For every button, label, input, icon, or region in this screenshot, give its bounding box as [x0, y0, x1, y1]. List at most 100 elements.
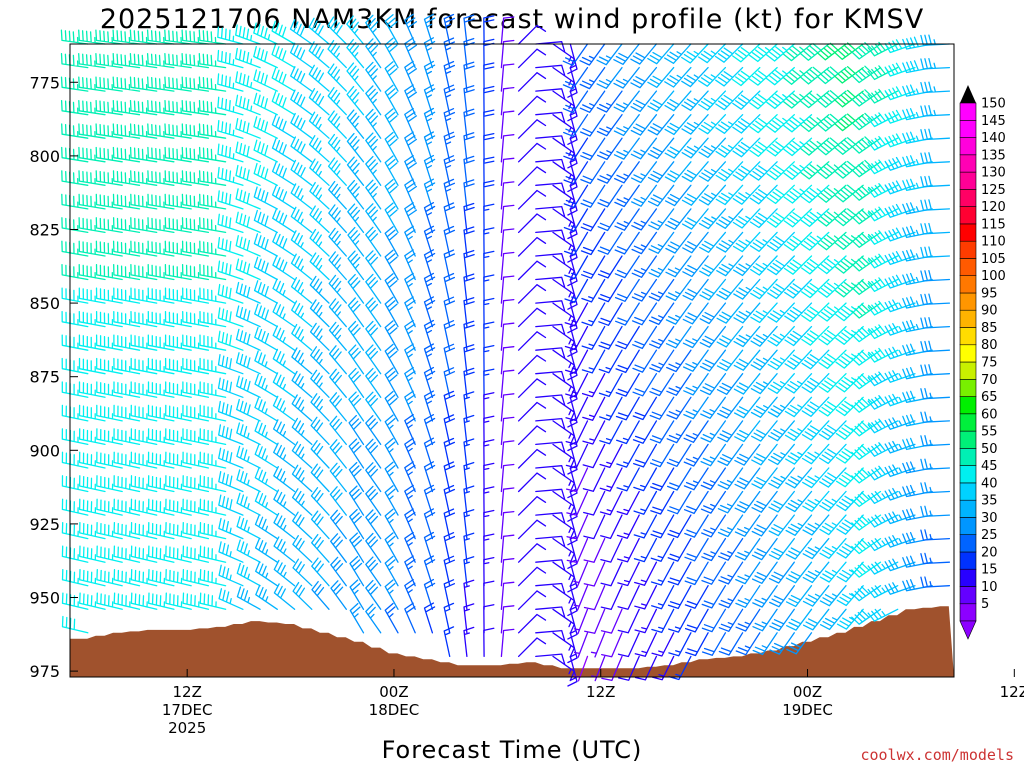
wind-barb — [682, 325, 709, 349]
wind-barb — [309, 252, 330, 281]
wind-barb — [254, 514, 278, 540]
wind-barb — [683, 396, 709, 420]
wind-barb — [784, 420, 813, 442]
wind-barb — [423, 390, 436, 422]
wind-barb — [818, 396, 847, 417]
wind-barb — [384, 485, 399, 516]
wind-barb — [443, 178, 456, 210]
wind-barb — [147, 568, 175, 587]
wind-barb — [616, 514, 640, 539]
wind-barb — [463, 461, 475, 493]
wind-barb — [920, 128, 951, 141]
wind-barb — [902, 390, 933, 403]
wind-barb — [616, 490, 640, 516]
wind-barb — [583, 561, 606, 587]
wind-barb — [349, 579, 365, 610]
wind-barb — [96, 428, 123, 446]
wind-barb — [273, 512, 296, 540]
wind-barb — [817, 137, 847, 156]
wind-barb — [783, 114, 813, 133]
wind-barb — [164, 287, 192, 304]
wind-barb — [384, 14, 399, 45]
wind-barb — [581, 349, 606, 374]
wind-barb — [443, 84, 456, 116]
wind-barb — [217, 190, 244, 210]
wind-barb — [181, 217, 210, 234]
wind-barb — [463, 485, 475, 516]
wind-barb — [801, 396, 830, 417]
wind-barb — [565, 396, 589, 422]
wind-barb — [236, 375, 261, 398]
wind-barb — [818, 349, 847, 370]
wind-barb — [667, 561, 692, 586]
wind-barb — [384, 367, 399, 398]
wind-barb — [272, 348, 296, 375]
wind-barb — [423, 178, 436, 210]
wind-barb — [328, 321, 347, 351]
wind-barb — [731, 43, 761, 63]
wind-barb — [767, 396, 795, 418]
wind-barb — [384, 84, 399, 116]
wind-barb — [801, 302, 830, 322]
wind-barb — [884, 511, 916, 525]
wind-barb — [182, 428, 210, 446]
wind-barb — [423, 366, 436, 398]
wind-barb — [884, 180, 916, 195]
wind-barb — [650, 537, 675, 562]
wind-barb — [920, 105, 951, 117]
wind-barb — [165, 568, 192, 587]
wind-barb — [146, 29, 175, 45]
colorbar-swatch — [959, 309, 977, 328]
colorbar-swatch — [959, 465, 977, 484]
wind-barb — [235, 47, 261, 69]
wind-barb — [384, 320, 399, 351]
wind-barb — [147, 334, 175, 351]
wind-barb — [698, 114, 727, 135]
wind-barb — [801, 443, 830, 465]
wind-barb — [800, 231, 830, 251]
wind-barb — [404, 37, 418, 69]
wind-barb — [112, 217, 141, 234]
wind-barb — [384, 343, 399, 375]
wind-barb — [272, 395, 296, 422]
wind-barb — [851, 159, 882, 178]
colorbar-label: 75 — [981, 356, 998, 371]
wind-barb — [800, 255, 830, 275]
wind-barb — [384, 555, 399, 587]
wind-barb — [766, 184, 795, 205]
wind-barb — [552, 349, 575, 376]
wind-barb — [423, 84, 436, 116]
wind-barb — [483, 368, 495, 398]
wind-barb — [819, 585, 847, 607]
wind-barb — [785, 561, 813, 584]
terrain-layer — [70, 606, 954, 677]
wind-barb — [423, 437, 436, 469]
wind-barb — [147, 193, 175, 210]
wind-barb — [616, 420, 640, 445]
x-tick-label: 12Z — [586, 683, 615, 701]
wind-barb — [718, 608, 744, 632]
wind-barb — [327, 86, 347, 116]
wind-barb — [535, 488, 566, 500]
wind-barb — [404, 202, 418, 234]
wind-barb — [95, 217, 123, 234]
wind-barb — [78, 76, 106, 92]
wind-barb — [463, 61, 475, 92]
wind-barb — [165, 545, 192, 563]
wind-barb — [734, 467, 761, 490]
wind-barb — [309, 181, 330, 210]
wind-barb — [535, 253, 566, 265]
wind-barb — [164, 240, 192, 257]
wind-barb — [290, 277, 313, 304]
wind-barb — [96, 381, 123, 398]
wind-barb — [783, 255, 813, 275]
wind-barb — [404, 225, 416, 257]
wind-barb — [834, 66, 864, 84]
wind-barb — [95, 123, 123, 139]
wind-barb — [701, 561, 727, 585]
wind-barb — [289, 19, 313, 45]
wind-barb — [683, 443, 709, 467]
wind-barb — [96, 522, 123, 540]
wind-barb — [579, 90, 606, 113]
wind-barb — [614, 231, 640, 255]
